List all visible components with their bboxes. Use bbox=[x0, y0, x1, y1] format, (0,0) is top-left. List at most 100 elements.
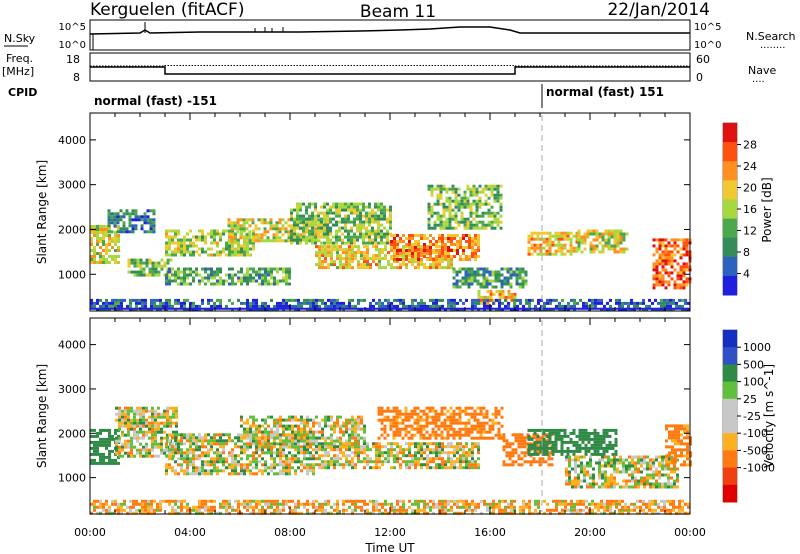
echo-cell bbox=[168, 238, 171, 242]
echo-cell bbox=[183, 267, 186, 271]
echo-cell bbox=[357, 248, 360, 252]
echo-cell bbox=[408, 240, 411, 243]
echo-cell bbox=[362, 232, 365, 236]
echo-cell bbox=[512, 270, 516, 274]
echo-cell bbox=[336, 448, 339, 452]
echo-cell bbox=[327, 254, 330, 258]
echo-cell bbox=[353, 241, 356, 245]
echo-cell bbox=[290, 235, 293, 239]
echo-cell bbox=[578, 437, 582, 441]
echo-cell bbox=[430, 187, 434, 191]
echo-cell bbox=[240, 439, 243, 443]
echo-cell bbox=[449, 406, 453, 410]
echo-cell bbox=[454, 193, 458, 197]
echo-cell bbox=[183, 235, 186, 239]
echo-cell bbox=[318, 454, 321, 458]
echo-cell bbox=[380, 229, 383, 233]
echo-cell bbox=[234, 463, 237, 467]
echo-cell bbox=[436, 199, 440, 203]
echo-cell bbox=[572, 440, 576, 444]
echo-cell bbox=[139, 412, 142, 416]
echo-cell bbox=[542, 452, 546, 456]
echo-cell bbox=[234, 232, 237, 236]
echo-cell bbox=[528, 298, 531, 302]
echo-cell bbox=[267, 433, 270, 437]
echo-cell bbox=[494, 273, 498, 277]
echo-cell bbox=[462, 460, 465, 464]
echo-cell bbox=[427, 217, 431, 221]
ytick-label: 1000 bbox=[58, 268, 86, 281]
echo-cell bbox=[360, 436, 363, 440]
echo-cell bbox=[189, 463, 192, 467]
echo-cell bbox=[487, 187, 491, 191]
echo-cell bbox=[279, 442, 282, 446]
echo-cell bbox=[365, 235, 368, 239]
echo-cell bbox=[102, 437, 105, 441]
echo-cell bbox=[543, 304, 546, 308]
echo-cell bbox=[558, 304, 561, 308]
echo-cell bbox=[604, 238, 608, 242]
echo-cell bbox=[569, 437, 573, 441]
echo-cell bbox=[305, 223, 308, 227]
echo-cell bbox=[254, 227, 258, 231]
echo-cell bbox=[661, 277, 665, 281]
echo-cell bbox=[124, 445, 127, 449]
echo-cell bbox=[380, 421, 384, 425]
echo-cell bbox=[669, 301, 672, 305]
echo-cell bbox=[353, 202, 356, 206]
echo-cell bbox=[198, 282, 201, 286]
echo-cell bbox=[457, 187, 461, 191]
echo-cell bbox=[357, 418, 360, 422]
echo-cell bbox=[416, 430, 420, 434]
echo-cell bbox=[432, 263, 435, 267]
echo-cell bbox=[257, 218, 261, 222]
echo-cell bbox=[249, 279, 252, 283]
echo-cell bbox=[261, 463, 264, 467]
echo-cell bbox=[171, 442, 174, 446]
echo-cell bbox=[305, 235, 308, 239]
echo-cell bbox=[273, 463, 276, 467]
echo-cell bbox=[114, 298, 117, 302]
echo-cell bbox=[587, 440, 591, 444]
echo-cell bbox=[383, 241, 386, 245]
echo-cell bbox=[442, 214, 446, 218]
echo-cell bbox=[130, 261, 134, 265]
echo-cell bbox=[396, 252, 399, 255]
echo-cell bbox=[160, 445, 163, 449]
echo-cell bbox=[450, 258, 453, 261]
echo-cell bbox=[539, 243, 543, 247]
echo-cell bbox=[234, 250, 237, 254]
echo-cell bbox=[567, 304, 570, 308]
echo-cell bbox=[398, 409, 402, 413]
echo-cell bbox=[429, 298, 432, 302]
echo-cell bbox=[213, 229, 216, 233]
nave-trace bbox=[90, 65, 690, 67]
echo-cell bbox=[442, 205, 446, 209]
echo-cell bbox=[402, 234, 405, 237]
echo-cell bbox=[375, 448, 378, 452]
echo-cell bbox=[228, 235, 231, 239]
echo-cell bbox=[99, 252, 102, 255]
echo-cell bbox=[210, 235, 213, 239]
echo-cell bbox=[291, 298, 294, 302]
echo-cell bbox=[255, 472, 258, 476]
echo-cell bbox=[462, 457, 465, 461]
echo-cell bbox=[473, 279, 477, 283]
echo-cell bbox=[108, 440, 111, 444]
echo-cell bbox=[148, 436, 151, 440]
echo-cell bbox=[476, 279, 480, 283]
echo-cell bbox=[670, 262, 674, 266]
echo-cell bbox=[417, 243, 420, 246]
echo-cell bbox=[291, 418, 294, 422]
echo-cell bbox=[393, 234, 396, 237]
echo-cell bbox=[505, 451, 509, 455]
echo-cell bbox=[165, 463, 168, 467]
echo-cell bbox=[323, 223, 326, 227]
echo-cell bbox=[393, 254, 396, 258]
echo-cell bbox=[174, 253, 177, 257]
echo-cell bbox=[422, 433, 426, 437]
echo-cell bbox=[526, 460, 530, 464]
echo-cell bbox=[622, 250, 626, 254]
echo-cell bbox=[288, 460, 291, 464]
echo-cell bbox=[285, 424, 288, 428]
